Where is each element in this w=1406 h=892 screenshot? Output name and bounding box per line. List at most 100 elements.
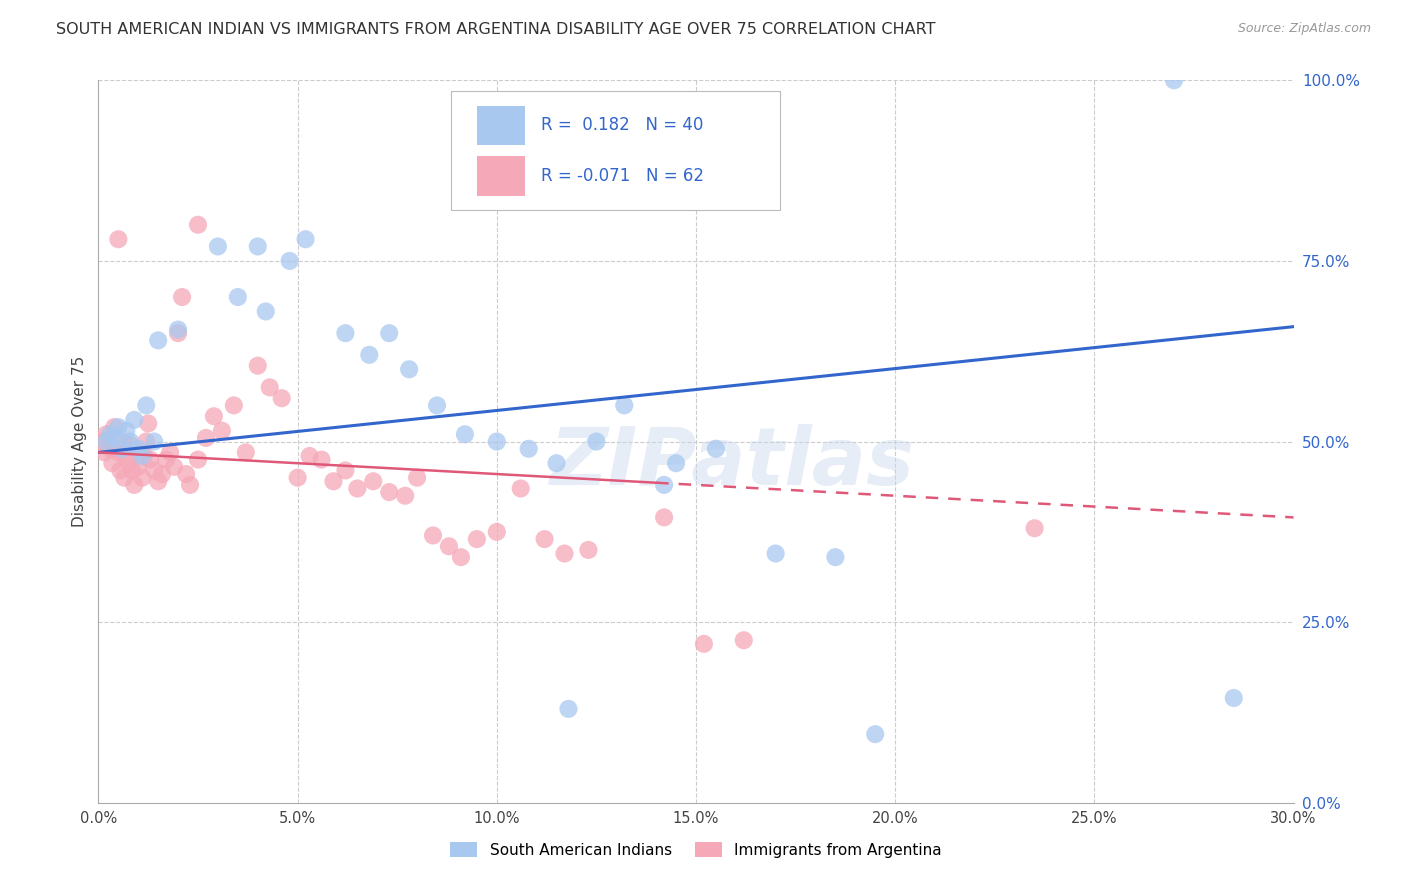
Point xyxy=(93,445,115,459)
Point xyxy=(115,424,138,438)
Point xyxy=(533,532,555,546)
Point xyxy=(652,478,675,492)
Point xyxy=(765,547,787,561)
Point xyxy=(557,702,579,716)
Y-axis label: Disability Age Over 75: Disability Age Over 75 xyxy=(72,356,87,527)
Point xyxy=(111,442,134,456)
Point xyxy=(202,409,225,424)
Point xyxy=(585,434,607,449)
Point xyxy=(98,442,122,456)
Point xyxy=(298,449,321,463)
Point xyxy=(172,290,194,304)
Point xyxy=(131,471,153,485)
Point xyxy=(117,456,139,470)
Point xyxy=(578,542,600,557)
Point xyxy=(652,510,675,524)
Point xyxy=(485,524,508,539)
Point xyxy=(155,452,177,467)
Text: Source: ZipAtlas.com: Source: ZipAtlas.com xyxy=(1237,22,1371,36)
Point xyxy=(824,550,846,565)
Point xyxy=(127,459,149,474)
Point xyxy=(335,326,357,341)
Point xyxy=(378,326,401,341)
Point xyxy=(107,445,129,459)
Point xyxy=(134,449,156,463)
Point xyxy=(546,456,568,470)
Point xyxy=(124,413,146,427)
Point xyxy=(167,326,190,341)
Point xyxy=(509,482,531,496)
Point xyxy=(179,478,201,492)
Point xyxy=(139,452,162,467)
Point xyxy=(143,463,166,477)
Point xyxy=(135,434,157,449)
Point xyxy=(148,475,170,489)
Point xyxy=(246,359,269,373)
Point xyxy=(294,232,316,246)
Point xyxy=(103,431,125,445)
Point xyxy=(613,398,636,412)
Point xyxy=(733,633,755,648)
Point xyxy=(91,434,114,449)
Point xyxy=(1223,691,1246,706)
Point xyxy=(195,431,218,445)
Point xyxy=(311,452,333,467)
FancyBboxPatch shape xyxy=(477,105,524,145)
Point xyxy=(111,434,134,449)
Point xyxy=(422,528,444,542)
Text: R =  0.182   N = 40: R = 0.182 N = 40 xyxy=(541,117,703,135)
Point xyxy=(322,475,344,489)
Point xyxy=(96,427,118,442)
Point xyxy=(426,398,449,412)
FancyBboxPatch shape xyxy=(451,91,780,211)
Point xyxy=(704,442,727,456)
Point xyxy=(150,467,173,481)
Point xyxy=(359,348,381,362)
Point xyxy=(115,449,138,463)
Point xyxy=(222,398,245,412)
Point xyxy=(1163,73,1185,87)
Point xyxy=(450,550,472,565)
Point xyxy=(335,463,357,477)
Point xyxy=(465,532,488,546)
Point xyxy=(112,471,135,485)
Point xyxy=(287,471,309,485)
Point xyxy=(693,637,716,651)
Point xyxy=(107,420,129,434)
Point xyxy=(211,424,233,438)
Point xyxy=(485,434,508,449)
Point xyxy=(103,420,125,434)
Point xyxy=(378,485,401,500)
FancyBboxPatch shape xyxy=(477,156,524,196)
Point xyxy=(437,539,460,553)
Point xyxy=(110,463,132,477)
Point xyxy=(259,380,281,394)
Point xyxy=(346,482,368,496)
Text: SOUTH AMERICAN INDIAN VS IMMIGRANTS FROM ARGENTINA DISABILITY AGE OVER 75 CORREL: SOUTH AMERICAN INDIAN VS IMMIGRANTS FROM… xyxy=(56,22,936,37)
Point xyxy=(136,417,159,431)
Point xyxy=(148,334,170,348)
Point xyxy=(98,427,122,442)
Point xyxy=(163,459,186,474)
Point xyxy=(665,456,688,470)
Point xyxy=(454,427,477,442)
Point xyxy=(517,442,540,456)
Point xyxy=(121,463,143,477)
Legend: South American Indians, Immigrants from Argentina: South American Indians, Immigrants from … xyxy=(444,836,948,863)
Point xyxy=(143,434,166,449)
Point xyxy=(278,253,301,268)
Point xyxy=(270,391,292,405)
Point xyxy=(865,727,887,741)
Text: ZIPatlas: ZIPatlas xyxy=(550,425,914,502)
Point xyxy=(120,434,142,449)
Text: R = -0.071   N = 62: R = -0.071 N = 62 xyxy=(541,167,703,185)
Point xyxy=(96,434,118,449)
Point xyxy=(127,442,149,456)
Point xyxy=(554,547,576,561)
Point xyxy=(159,445,181,459)
Point xyxy=(406,471,429,485)
Point xyxy=(124,478,146,492)
Point xyxy=(235,445,257,459)
Point xyxy=(174,467,197,481)
Point xyxy=(131,449,153,463)
